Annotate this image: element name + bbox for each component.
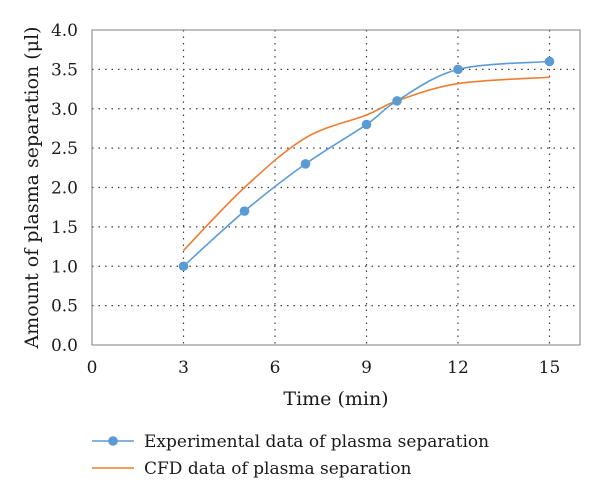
series-experimental — [178, 56, 555, 272]
x-axis-title: Time (min) — [283, 388, 388, 410]
series-line — [182, 60, 550, 267]
legend: Experimental data of plasma separation CF… — [92, 432, 489, 479]
series-line — [182, 76, 550, 252]
legend-item: Experimental data of plasma separation — [92, 432, 489, 452]
data-point-marker — [300, 159, 311, 169]
y-tick-label: 1.5 — [51, 218, 78, 238]
y-tick-label: 0.0 — [51, 336, 78, 356]
series-cfd — [182, 76, 550, 252]
y-tick-label: 4.0 — [51, 21, 78, 41]
y-axis-tick-labels: 0.0 0.5 1.0 1.5 2.0 2.5 3.0 3.5 4.0 — [51, 21, 78, 356]
data-point-marker — [544, 56, 555, 67]
y-tick-label: 1.0 — [51, 257, 78, 277]
y-tick-label: 2.0 — [51, 179, 78, 199]
y-tick-label: 2.5 — [51, 139, 78, 159]
y-tick-label: 3.5 — [51, 60, 78, 80]
x-tick-label: 0 — [87, 358, 98, 378]
y-tick-label: 0.5 — [51, 297, 78, 317]
x-tick-label: 6 — [270, 358, 281, 378]
x-tick-label: 3 — [178, 358, 189, 378]
series-group — [178, 56, 555, 272]
data-point-marker — [178, 261, 189, 272]
y-axis-title: Amount of plasma separation (μl) — [21, 26, 43, 349]
data-point-marker — [392, 96, 402, 106]
legend-label: CFD data of plasma separation — [144, 459, 412, 479]
legend-item: CFD data of plasma separation — [92, 459, 412, 479]
x-tick-label: 15 — [539, 358, 561, 378]
legend-marker — [108, 436, 118, 446]
y-tick-label: 3.0 — [51, 100, 78, 120]
plot-area-frame — [91, 29, 581, 346]
x-tick-label: 12 — [447, 358, 469, 378]
x-tick-label: 9 — [361, 358, 372, 378]
data-point-marker — [239, 206, 250, 216]
data-point-marker — [453, 64, 463, 75]
x-axis-tick-labels: 0 3 6 9 12 15 — [87, 358, 561, 378]
data-point-marker — [361, 119, 372, 130]
legend-label: Experimental data of plasma separation — [144, 432, 489, 452]
grid-lines — [92, 30, 580, 345]
